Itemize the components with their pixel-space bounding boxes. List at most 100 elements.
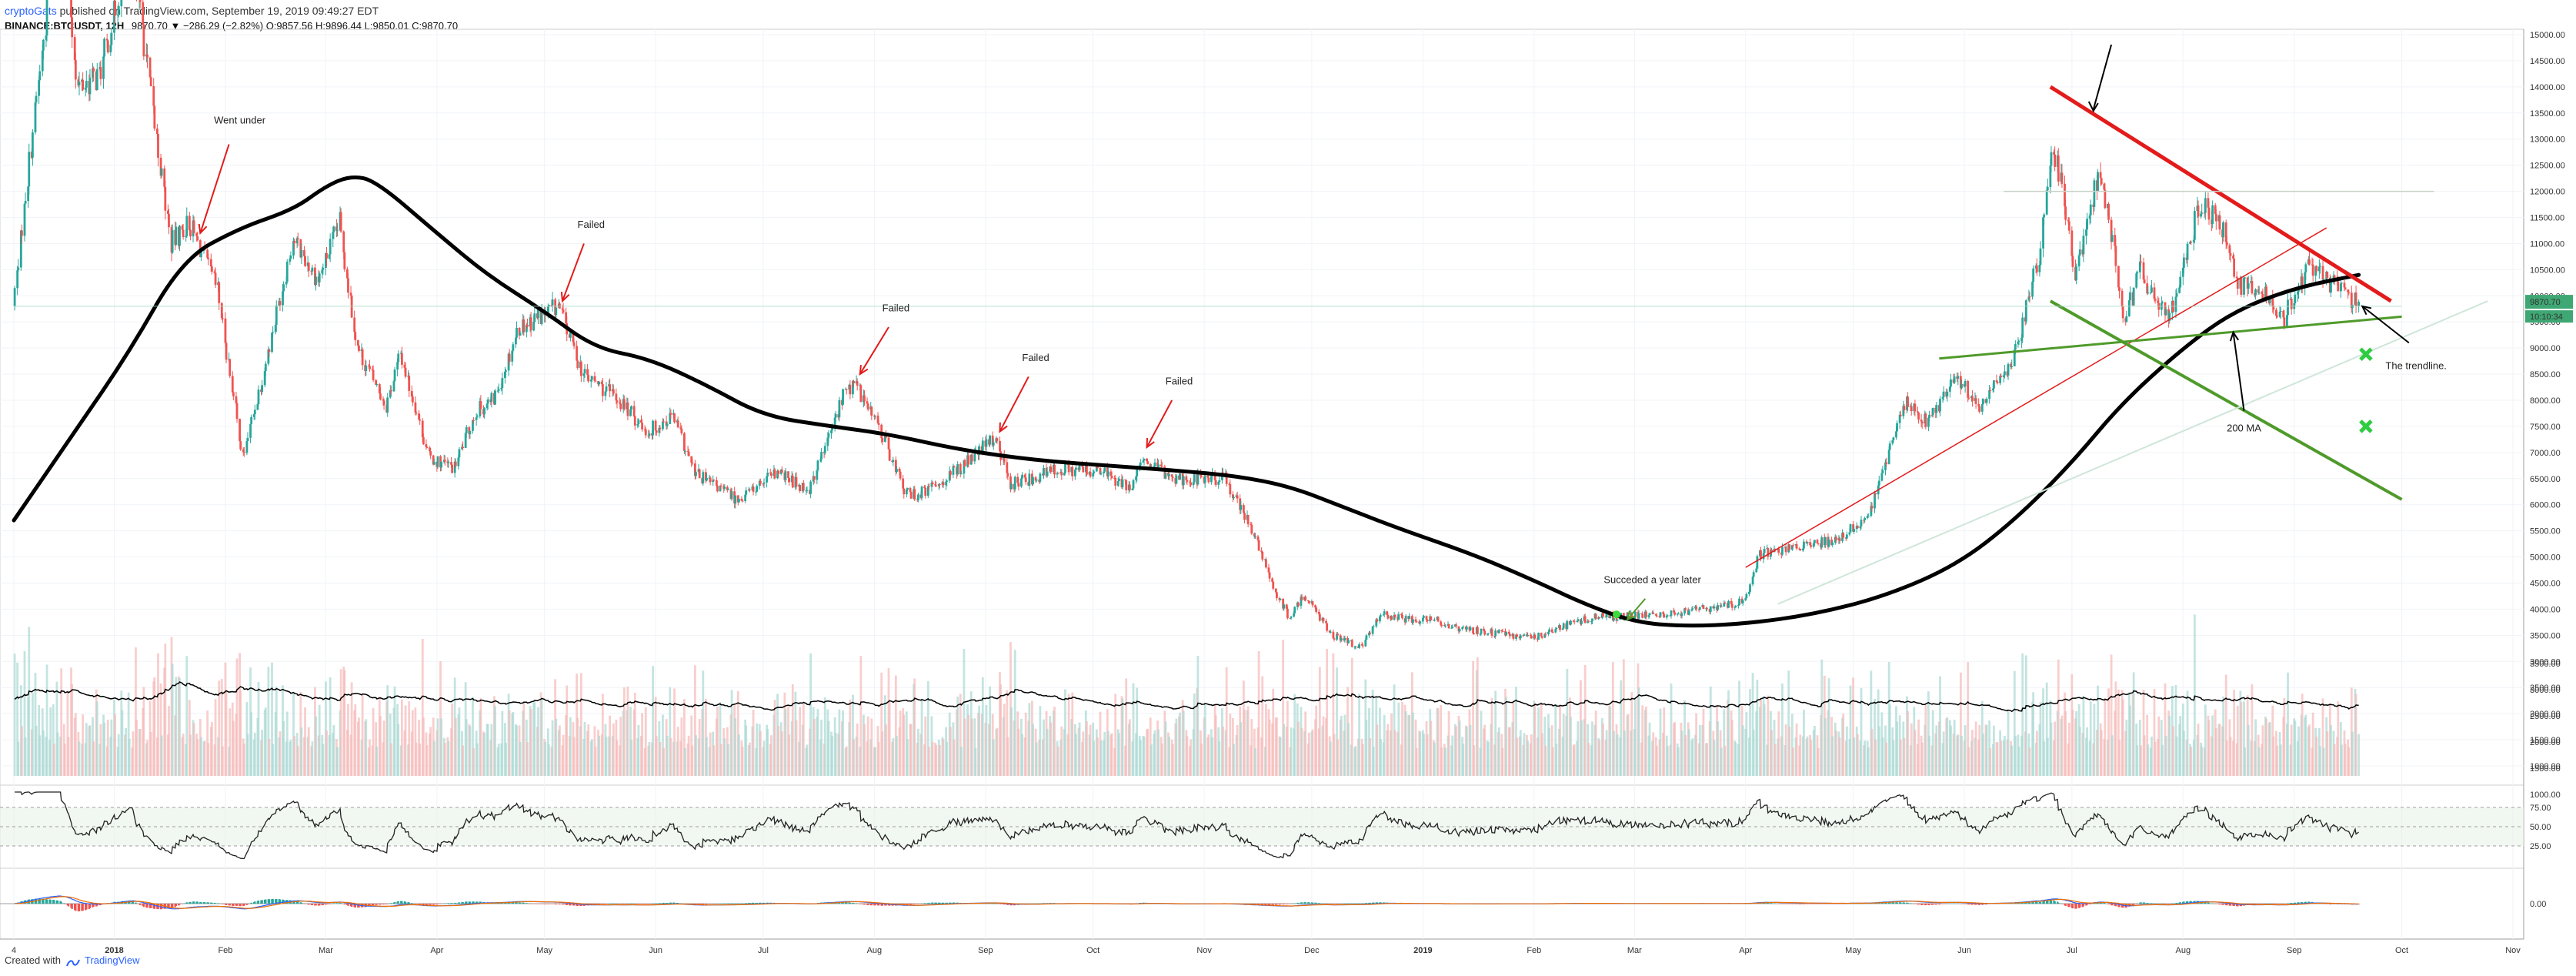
candle-body [393,369,396,382]
candle-body [1239,498,1242,510]
candle-body [2053,152,2055,155]
candle-body [1225,473,1228,484]
candle-body [153,105,156,129]
candle-body [554,299,557,316]
volume-bar [1616,734,1619,776]
candle-body [953,466,956,468]
candle-body [16,270,19,289]
candle-body [2104,189,2107,209]
candle-body [349,292,352,296]
volume-bar [1709,687,1712,776]
candle-body [730,491,733,500]
volume-bar [1551,747,1554,776]
volume-bar [766,729,769,776]
candle-body [1493,636,1496,637]
candle-body [1175,475,1178,484]
volume-bar [820,719,823,776]
volume-bar [2089,701,2092,776]
volume-bar [2347,747,2351,776]
candle-body [2265,286,2267,299]
volume-bar [727,744,729,776]
volume-bar [1939,676,1941,776]
candle-body [2179,276,2182,288]
candle-body [454,461,457,466]
macd-bar [28,899,30,904]
volume-bar [55,681,58,776]
candle-body [1336,633,1338,640]
volume-bar [135,647,137,776]
candle-body [2261,293,2264,299]
time-axis-tick: Aug [2175,946,2191,955]
candle-body [19,230,22,268]
candle-body [1870,506,1874,509]
volume-bar [289,740,292,776]
candle-body [562,309,565,313]
macd-bar [196,901,199,904]
candle-body [1267,567,1270,573]
candle-body [2211,205,2214,224]
candle-body [576,360,579,369]
volume-bar [673,688,676,776]
candle-body [500,388,503,389]
candle-body [408,376,411,391]
volume-bar [1153,730,1156,776]
candle-body [826,437,829,446]
price-axis-tick: 7500.00 [2530,423,2561,432]
candle-body [2201,212,2204,214]
volume-bar [347,704,349,776]
price-axis-tick: 1000.00 [2530,762,2561,771]
volume-bar [1687,729,1690,776]
candle-body [791,475,794,488]
candle-body [2114,246,2117,266]
volume-bar [2174,685,2177,776]
volume-bar [630,740,633,776]
candle-body [1648,613,1651,616]
candle-body [1977,403,1980,406]
volume-bar [1717,721,1719,776]
volume-bar [1304,711,1307,776]
candle-body [1980,404,1984,412]
volume-bar [1702,708,1705,776]
macd-bar [1010,904,1013,906]
volume-bar [927,747,930,776]
candle-body [507,353,510,371]
candle-body [787,471,789,478]
candle-body [1888,443,1891,450]
candle-body [1207,477,1210,483]
candle-body [769,473,772,476]
candle-body [1512,633,1515,639]
candle-body [2070,230,2074,256]
candle-body [1529,634,1532,636]
time-axis-tick: Jun [649,946,662,955]
volume-bar [505,742,507,776]
volume-axis-tick: 1500.00 [2530,764,2561,774]
volume-bar [799,707,802,776]
macd-bar [408,902,410,904]
volume-bar [1060,726,1063,776]
candle-body [1748,591,1750,594]
volume-bar [1885,742,1888,776]
author-link[interactable]: cryptoGats [5,5,57,17]
candle-body [1737,605,1740,607]
candle-body [1347,640,1350,643]
volume-bar [738,734,740,776]
candle-body [1143,458,1146,461]
volume-bar [2261,725,2264,776]
price-axis-tick: 7000.00 [2530,449,2561,458]
volume-bar [52,704,55,776]
volume-bar [2301,694,2304,776]
candle-body [2297,291,2299,295]
candle-body [1790,545,1794,550]
volume-bar [1763,704,1766,776]
candle-body [2315,266,2318,272]
candle-body [755,491,758,493]
volume-bar [1369,737,1371,776]
volume-bar [1920,742,1924,776]
volume-bar [400,699,403,776]
candle-body [464,433,467,448]
candle-body [1884,462,1887,470]
macd-bar [519,902,522,904]
volume-bar [67,737,70,776]
volume-bar [802,704,805,776]
